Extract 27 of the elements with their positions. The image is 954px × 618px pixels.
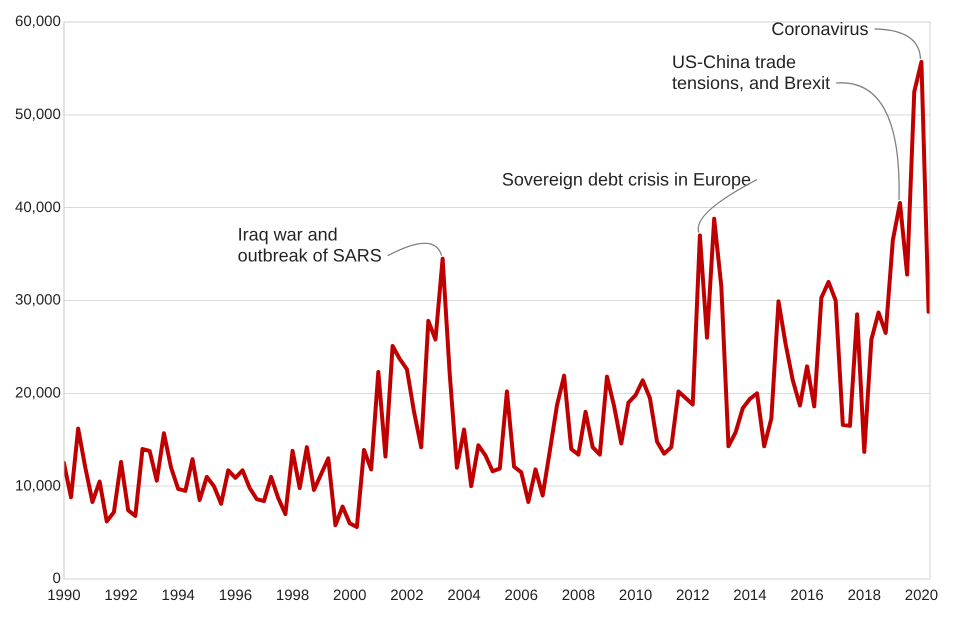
annotation: US-China trade tensions, and Brexit [672, 52, 830, 94]
y-tick-label: 10,000 [14, 477, 61, 494]
annotation: Coronavirus [771, 18, 868, 39]
y-tick-label: 50,000 [14, 106, 61, 123]
annotation: Sovereign debt crisis in Europe [502, 170, 752, 190]
y-tick-label: 0 [52, 570, 61, 588]
x-tick-label: 1998 [276, 587, 310, 604]
x-tick-label: 1992 [104, 587, 138, 604]
x-tick-label: 2018 [848, 587, 881, 604]
y-tick-label: 20,000 [14, 384, 61, 402]
x-tick-label: 2002 [390, 587, 424, 604]
x-tick-label: 2020 [904, 587, 938, 604]
y-tick-label: 30,000 [14, 292, 61, 309]
x-tick-label: 1990 [47, 587, 81, 604]
x-tick-label: 2004 [447, 587, 481, 604]
y-tick-label: 60,000 [14, 13, 61, 30]
x-tick-label: 2014 [733, 587, 767, 604]
x-tick-label: 2016 [790, 587, 824, 604]
y-tick-label: 40,000 [14, 198, 61, 216]
x-tick-label: 2012 [676, 587, 710, 604]
x-tick-label: 2006 [504, 587, 538, 604]
x-tick-label: 1996 [218, 587, 252, 604]
annotation: Iraq war and outbreak of SARS [238, 224, 382, 266]
x-tick-label: 1994 [162, 587, 195, 604]
x-tick-label: 2010 [618, 587, 652, 604]
x-tick-label: 2000 [333, 587, 366, 604]
x-tick-label: 2008 [562, 587, 596, 604]
